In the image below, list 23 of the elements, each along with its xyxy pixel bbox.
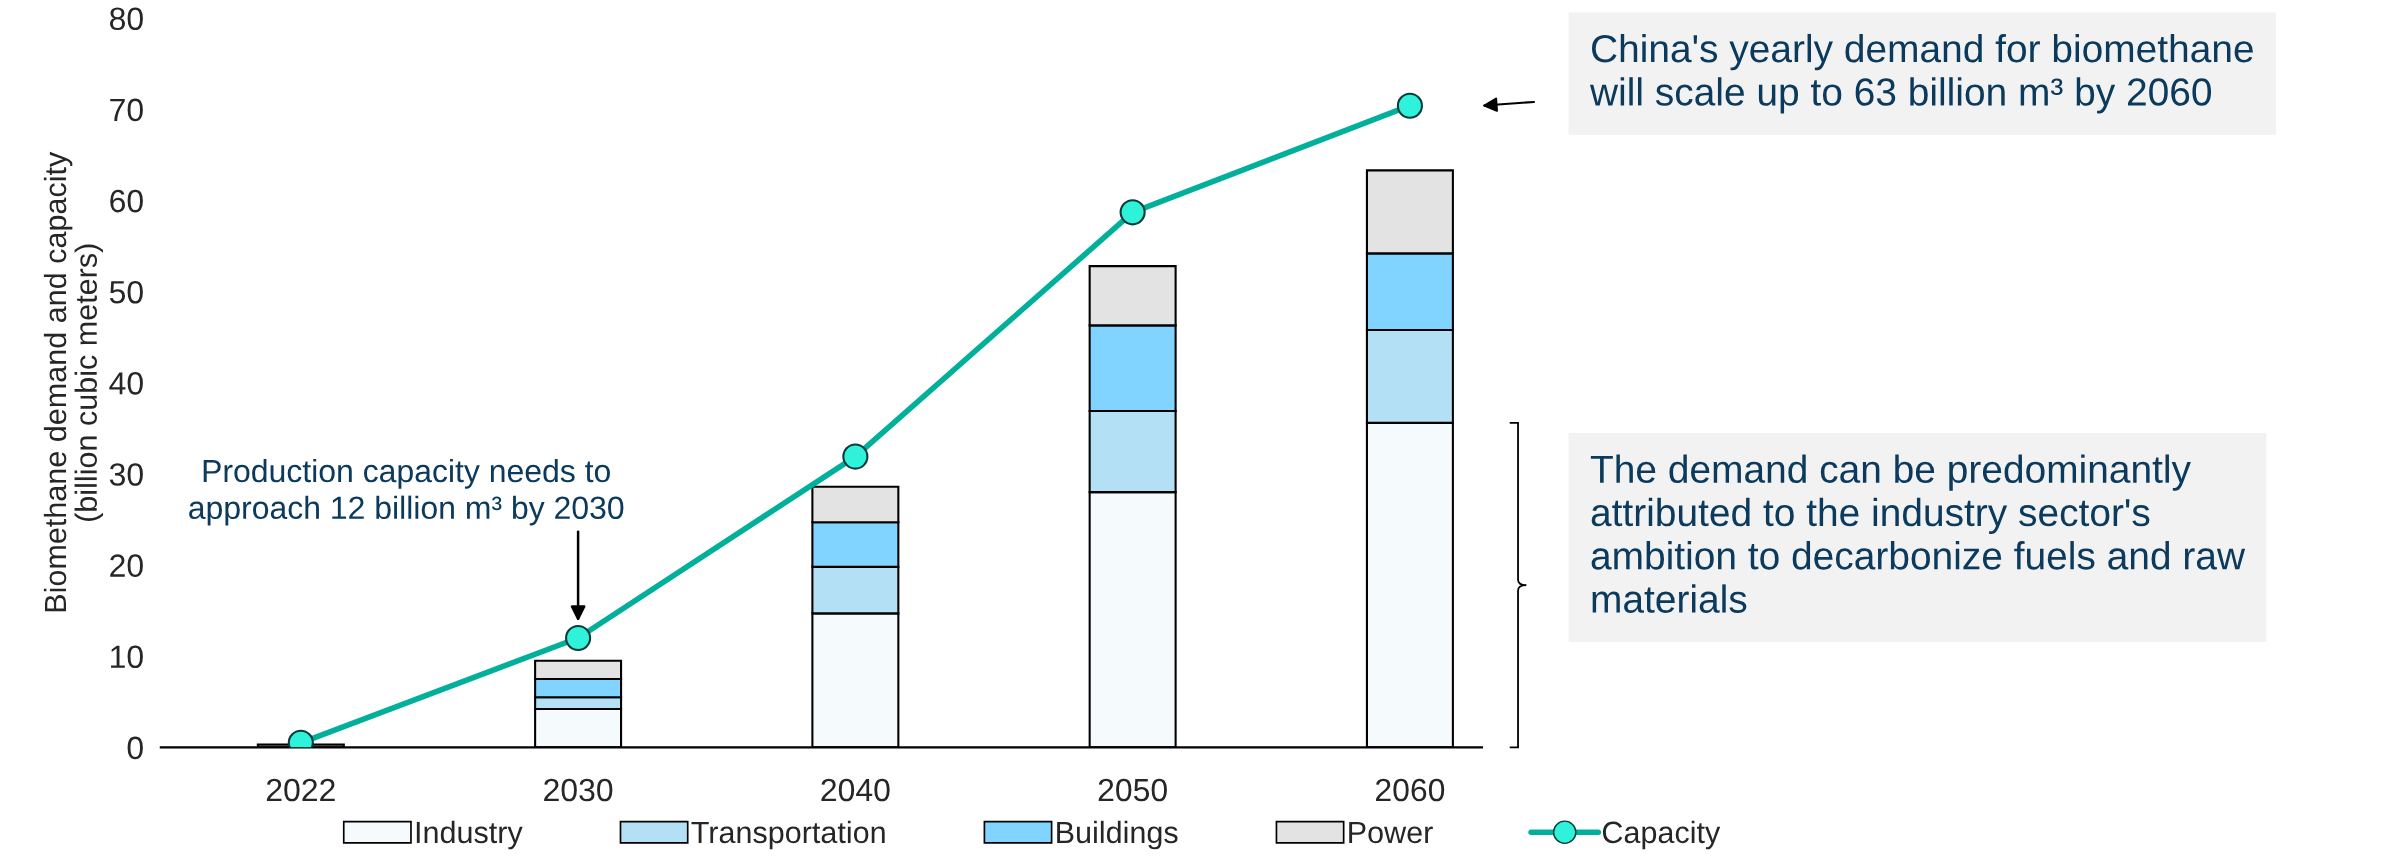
y-tick-label: 40 [109,372,143,395]
y-tick-label: 80 [109,7,143,31]
y-tick-label: 10 [111,645,143,669]
legend-label: Buildings [1057,820,1178,850]
y-tick-label: 30 [109,463,143,486]
y-tick-label: 60 [110,189,143,213]
x-tick-label: 2040 [821,778,890,802]
x-tick-label: 2022 [266,778,335,802]
y-tick-label: 70 [110,98,143,122]
y-tick-label: 50 [109,280,143,304]
y-tick-label: 20 [110,554,143,577]
legend-label: Capacity [1602,820,1721,850]
text: China's yearly demand for biomethane will scale up to 63 billion m³ by 2060 [1589,33,2253,114]
text: The demand can be predominantly attributed to the industry sector's ambition to decarbonize fuels and raw materials [1590,454,2246,613]
x-tick-label: 2030 [544,778,613,802]
y-tick-label: 0 [127,736,143,760]
legend-label: Transportation [691,820,885,850]
y-axis-title: Biomethane demand and capacity (billion cubic meters) [43,151,104,612]
x-tick-label: 2050 [1098,778,1167,802]
x-tick-label: 2060 [1375,778,1445,802]
legend-label: Industry [416,820,523,850]
legend-label: Power [1349,821,1433,844]
annotation: Production capacity needs to approach 12 billion m³ by 2030 [189,458,624,526]
